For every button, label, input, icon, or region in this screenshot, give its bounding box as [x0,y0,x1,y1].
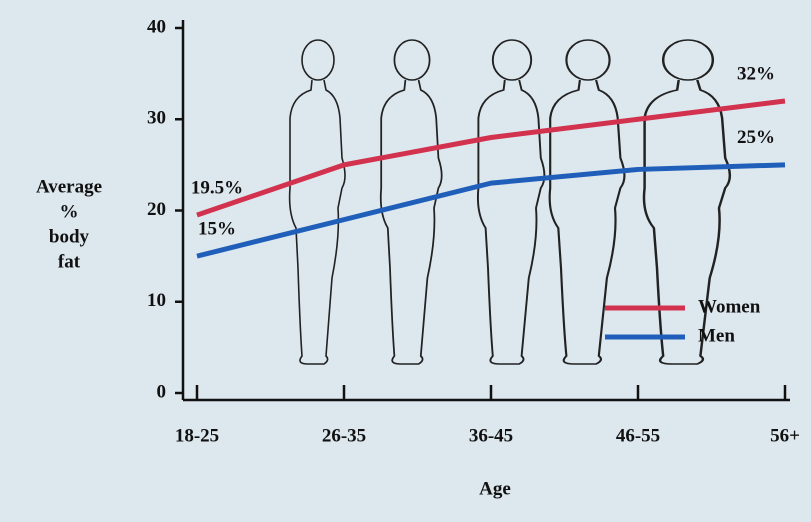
x-tick-label: 46-55 [616,425,660,446]
y-tick-label: 20 [147,199,166,220]
x-tick-label: 56+ [770,425,800,446]
x-tick-label: 18-25 [175,425,219,446]
y-tick-label: 30 [147,108,166,129]
y-axis-title: body [49,226,90,247]
value-label: 25% [737,127,775,148]
legend-label: Men [698,325,735,346]
silhouette [548,38,626,366]
series-line [196,162,786,259]
value-label: 15% [198,218,236,239]
y-tick-label: 10 [147,290,166,311]
y-tick-label: 40 [147,16,166,37]
y-tick-label: 0 [157,381,167,402]
y-axis-title: Average [36,176,102,197]
value-label: 19.5% [191,177,243,198]
x-axis-title: Age [479,478,511,499]
y-axis-title: % [60,201,79,222]
series-line [196,98,786,218]
silhouettes [288,38,732,366]
x-tick-label: 36-45 [469,425,513,446]
value-label: 32% [737,63,775,84]
y-axis-title: fat [58,251,81,272]
silhouette [476,39,546,365]
legend-label: Women [698,296,761,317]
x-tick-label: 26-35 [322,425,366,446]
silhouette [288,39,346,365]
